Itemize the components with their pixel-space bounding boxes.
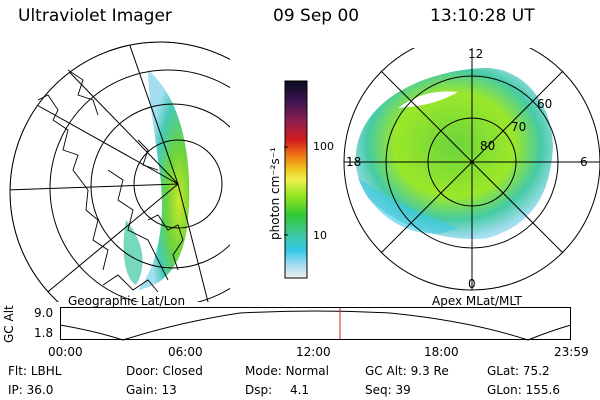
altitude-strip <box>60 307 572 341</box>
status-glon: GLon: 155.6 <box>487 383 560 397</box>
time-tick-1200: 12:00 <box>296 345 331 359</box>
status-seq-label: Seq: <box>365 383 392 397</box>
altitude-curve <box>60 310 572 341</box>
geographic-map-label: Geographic Lat/Lon <box>68 294 186 308</box>
intensity-colorbar <box>284 80 308 279</box>
status-dsp: Dsp: 4.1 <box>245 383 309 397</box>
gc-alt-tick-max: 9.0 <box>34 306 54 320</box>
mlat-label-70: 70 <box>511 120 527 134</box>
status-ip-value: 36.0 <box>26 383 54 397</box>
time-tick-1800: 18:00 <box>424 345 459 359</box>
status-seq: Seq: 39 <box>365 383 411 397</box>
date-label: 09 Sep 00 <box>273 6 360 26</box>
status-gcalt-label: GC Alt: <box>365 364 407 378</box>
time-tick-0600: 06:00 <box>168 345 203 359</box>
status-ip: IP: 36.0 <box>8 383 53 397</box>
status-door-value: Closed <box>162 364 203 378</box>
status-glon-label: GLon: <box>487 383 522 397</box>
status-dsp-label: Dsp: <box>245 383 273 397</box>
instrument-title: Ultraviolet Imager <box>18 6 172 26</box>
polar-map-label: Apex MLat/MLT <box>432 294 522 308</box>
time-tick-0000: 00:00 <box>48 345 83 359</box>
status-gcalt: GC Alt: 9.3 Re <box>365 364 449 378</box>
status-gcalt-value: 9.3 Re <box>410 364 449 378</box>
status-door-label: Door: <box>126 364 159 378</box>
polar-mlat-mlt-plot <box>343 48 600 291</box>
status-glat-label: GLat: <box>487 364 520 378</box>
status-glat: GLat: 75.2 <box>487 364 550 378</box>
status-mode-value: Normal <box>285 364 329 378</box>
aurora-oval-polar <box>355 68 553 239</box>
time-tick-2359: 23:59 <box>554 345 589 359</box>
status-mode-label: Mode: <box>245 364 282 378</box>
status-dsp-value: 4.1 <box>289 383 310 397</box>
status-flt-label: Flt: <box>8 364 27 378</box>
colorbar-tick-10: 10 <box>313 229 327 242</box>
gc-alt-axis-label: GC Alt <box>2 305 16 343</box>
status-gain-label: Gain: <box>126 383 158 397</box>
mlt-label-12: 12 <box>468 47 484 61</box>
status-door: Door: Closed <box>126 364 203 378</box>
colorbar-tick-100: 100 <box>313 140 334 153</box>
status-seq-value: 39 <box>395 383 411 397</box>
mlt-label-18: 18 <box>346 155 362 169</box>
status-flt-value: LBHL <box>30 364 62 378</box>
mlat-label-60: 60 <box>537 97 553 111</box>
status-gain-value: 13 <box>161 383 177 397</box>
status-glon-value: 155.6 <box>525 383 560 397</box>
colorbar-unit-label: photon cm⁻²s⁻¹ <box>268 147 282 240</box>
status-ip-label: IP: <box>8 383 23 397</box>
aurora-oval-geographic <box>138 70 190 290</box>
status-glat-value: 75.2 <box>522 364 550 378</box>
mlt-label-6: 6 <box>580 155 588 169</box>
mlat-label-80: 80 <box>480 139 496 153</box>
gc-alt-tick-min: 1.8 <box>34 326 54 340</box>
status-mode: Mode: Normal <box>245 364 329 378</box>
mlt-label-0: 0 <box>468 277 476 291</box>
time-label: 13:10:28 UT <box>430 6 535 26</box>
status-flt: Flt: LBHL <box>8 364 61 378</box>
geographic-map <box>9 41 230 302</box>
status-gain: Gain: 13 <box>126 383 177 397</box>
